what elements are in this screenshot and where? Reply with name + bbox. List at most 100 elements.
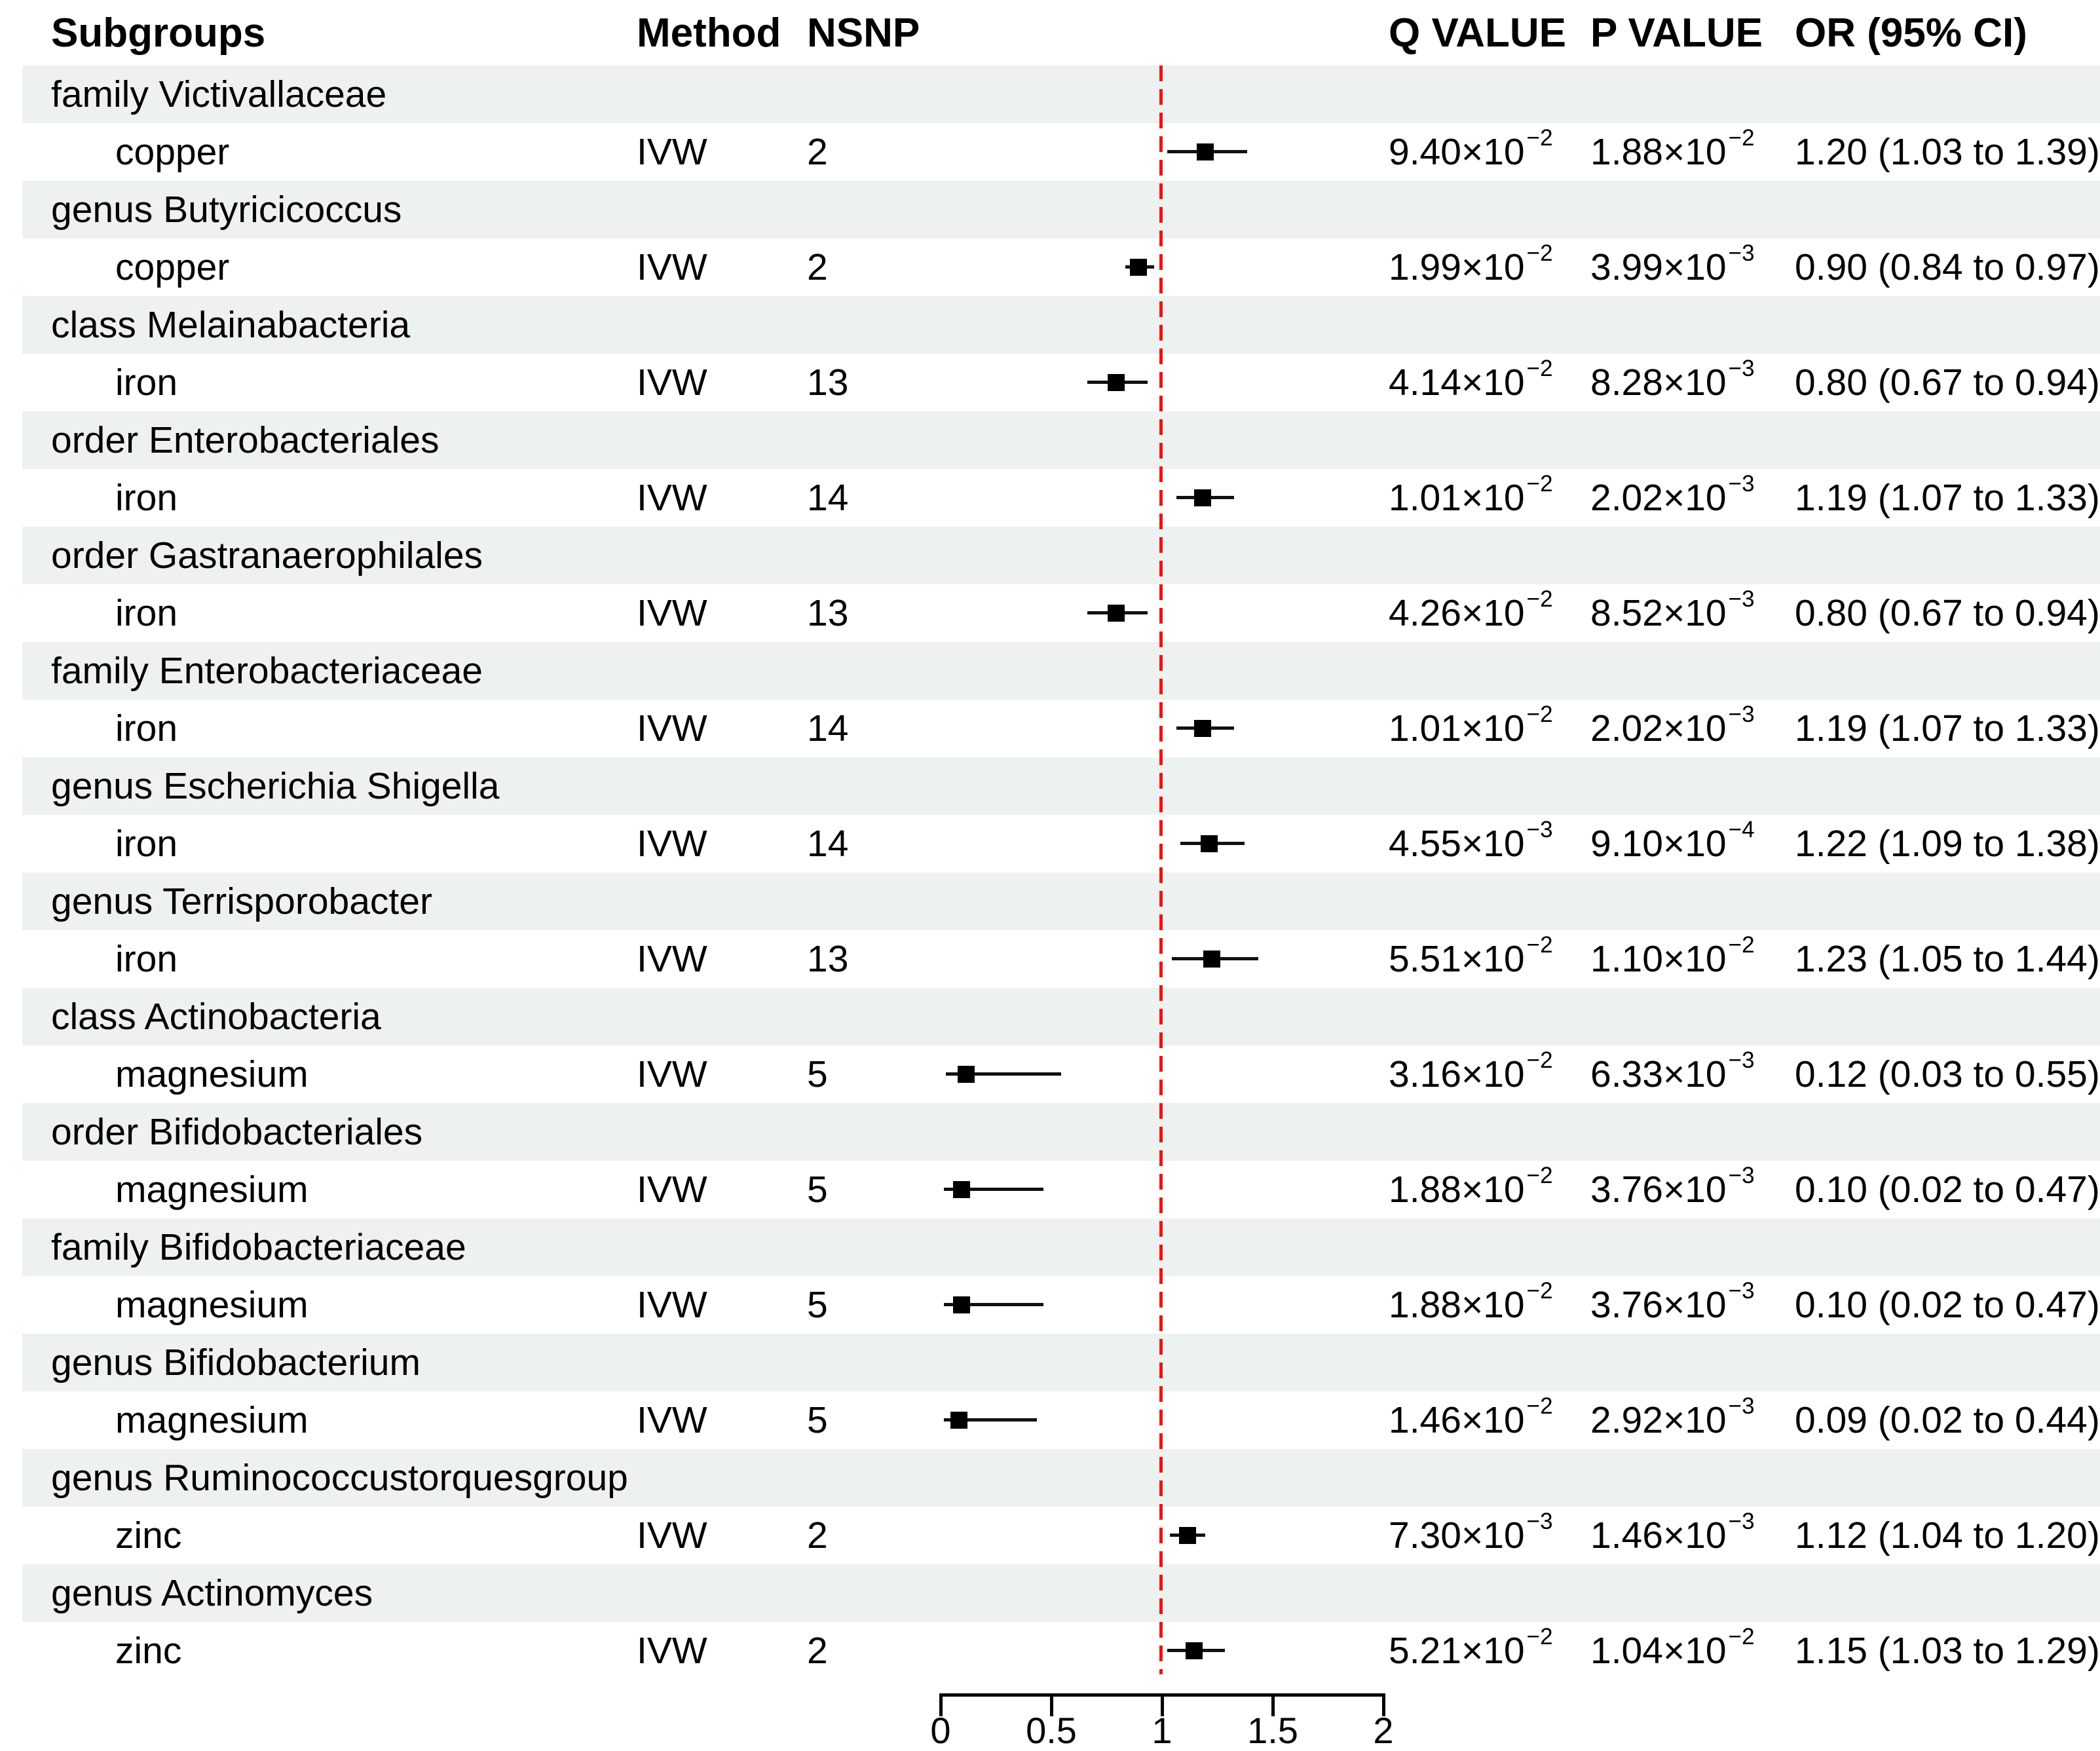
exposure-label: copper [115,246,230,288]
data-row: zinc IVW 2 5.21×10 −2 1.04×10 −2 1.15 (1.03 to … [0,1622,2100,1680]
nsnp-value: 14 [807,477,849,519]
exposure-label: copper [115,131,230,173]
p-value-base: 6.33×10 [1590,1053,1727,1095]
or-marker [950,1412,968,1429]
row-shade [22,181,2100,238]
q-value-base: 1.88×10 [1389,1284,1525,1326]
q-value-base: 7.30×10 [1389,1515,1525,1556]
q-value-exponent: −2 [1526,586,1553,612]
p-value-base: 1.88×10 [1590,131,1727,173]
q-value-base: 5.21×10 [1389,1630,1525,1672]
row-shade [22,1449,2100,1507]
subgroup-label: genus Terrisporobacter [51,880,432,922]
nsnp-value: 2 [807,1630,828,1672]
row-shade [22,1103,2100,1161]
or-ci-value: 0.10 (0.02 to 0.47) [1795,1284,2100,1326]
q-value-exponent: −2 [1526,470,1553,497]
row-shade [22,66,2100,123]
p-value-exponent: −4 [1728,816,1755,842]
q-value-exponent: −3 [1526,816,1553,842]
q-value-base: 3.16×10 [1389,1053,1525,1095]
or-ci-value: 0.80 (0.67 to 0.94) [1795,362,2100,404]
p-value: 3.76×10 −3 [1590,1161,1755,1218]
method-value: IVW [637,1284,707,1326]
exposure-label: iron [115,707,178,749]
q-value: 3.16×10 −2 [1389,1045,1553,1103]
data-row: iron IVW 13 5.51×10 −2 1.10×10 −2 1.23 (1.05 to… [0,930,2100,988]
q-value: 1.88×10 −2 [1389,1276,1553,1334]
group-row: order Enterobacteriales [0,411,2100,469]
q-value-exponent: −2 [1526,1162,1553,1188]
p-value-exponent: −3 [1728,1277,1755,1304]
method-value: IVW [637,823,707,865]
nsnp-value: 13 [807,362,849,404]
q-value-base: 1.46×10 [1389,1399,1525,1441]
column-header-p-value: P VALUE [1590,10,1763,56]
subgroup-label: order Bifidobacteriales [51,1111,423,1153]
q-value: 5.51×10 −2 [1389,930,1553,988]
p-value: 1.46×10 −3 [1590,1507,1755,1564]
p-value: 8.52×10 −3 [1590,584,1755,642]
exposure-label: magnesium [115,1399,309,1441]
p-value-base: 8.28×10 [1590,362,1727,404]
p-value-base: 1.46×10 [1590,1515,1727,1556]
row-shade [22,988,2100,1045]
or-marker [952,1296,970,1313]
q-value: 1.88×10 −2 [1389,1161,1553,1218]
data-row: magnesium IVW 5 1.88×10 −2 3.76×10 −3 0.10 (0.0… [0,1276,2100,1334]
data-row: copper IVW 2 1.99×10 −2 3.99×10 −3 0.90 (0.84 t… [0,238,2100,296]
p-value-exponent: −3 [1728,1508,1755,1534]
nsnp-value: 13 [807,592,849,634]
subgroup-label: genus Butyricicoccus [51,189,402,231]
p-value: 3.99×10 −3 [1590,238,1755,296]
q-value-base: 1.01×10 [1389,707,1525,749]
nsnp-value: 14 [807,823,849,865]
data-row: iron IVW 14 1.01×10 −2 2.02×10 −3 1.19 (1.07 to… [0,469,2100,527]
axis-tick [939,1693,943,1716]
p-value-exponent: −3 [1728,240,1755,266]
q-value-exponent: −2 [1526,1277,1553,1304]
q-value-base: 1.88×10 [1389,1169,1525,1211]
or-ci-value: 1.23 (1.05 to 1.44) [1795,938,2100,980]
column-header-or-ci: OR (95% CI) [1795,10,2027,56]
column-header-subgroups: Subgroups [51,10,266,56]
p-value: 9.10×10 −4 [1590,815,1755,873]
subgroup-label: order Gastranaerophilales [51,535,483,576]
data-row: iron IVW 13 4.14×10 −2 8.28×10 −3 0.80 (0.67 to… [0,354,2100,411]
nsnp-value: 2 [807,1515,828,1556]
subgroup-label: family Victivallaceae [51,73,387,115]
subgroup-label: class Actinobacteria [51,996,381,1038]
nsnp-value: 2 [807,246,828,288]
q-value-base: 5.51×10 [1389,938,1525,980]
q-value-exponent: −2 [1526,240,1553,266]
axis-tick-label: 0.5 [1026,1710,1077,1751]
p-value-base: 1.04×10 [1590,1630,1727,1672]
q-value: 1.46×10 −2 [1389,1391,1553,1449]
group-row: family Victivallaceae [0,66,2100,123]
method-value: IVW [637,1169,707,1211]
group-row: genus Terrisporobacter [0,873,2100,930]
p-value-base: 3.76×10 [1590,1169,1727,1211]
p-value: 2.02×10 −3 [1590,700,1755,757]
nsnp-value: 13 [807,938,849,980]
q-value: 1.99×10 −2 [1389,238,1553,296]
p-value-base: 1.10×10 [1590,938,1727,980]
q-value: 5.21×10 −2 [1389,1622,1553,1680]
data-row: magnesium IVW 5 3.16×10 −2 6.33×10 −3 0.12 (0.0… [0,1045,2100,1103]
q-value: 7.30×10 −3 [1389,1507,1553,1564]
or-marker [1108,374,1125,391]
p-value: 6.33×10 −3 [1590,1045,1755,1103]
row-shade [22,1334,2100,1391]
group-row: order Bifidobacteriales [0,1103,2100,1161]
p-value-base: 3.76×10 [1590,1284,1727,1326]
p-value-exponent: −3 [1728,1393,1755,1419]
or-ci-value: 1.20 (1.03 to 1.39) [1795,131,2100,173]
p-value-base: 9.10×10 [1590,823,1727,865]
axis-tick-label: 0 [930,1710,951,1751]
q-value: 1.01×10 −2 [1389,700,1553,757]
row-shade [22,1218,2100,1276]
p-value-exponent: −3 [1728,586,1755,612]
subgroup-label: family Bifidobacteriaceae [51,1226,466,1268]
p-value: 2.02×10 −3 [1590,469,1755,527]
q-value-exponent: −2 [1526,701,1553,727]
